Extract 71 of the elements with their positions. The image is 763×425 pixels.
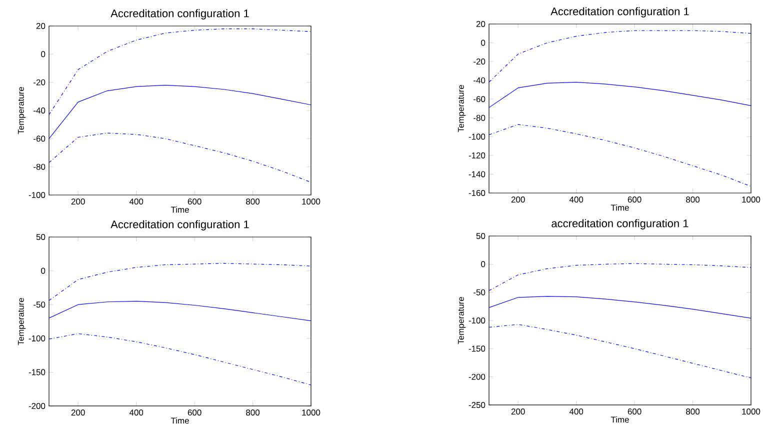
y-tick-label: -140 [468,171,486,178]
y-tick-label: -20 [474,58,486,65]
y-tick-label: 50 [476,232,486,239]
line-series [489,296,751,319]
y-tick-label: -100 [468,134,486,140]
y-tick-label: 20 [36,22,46,29]
y-tick-label: -150 [28,369,46,376]
x-tick-label: 800 [246,198,260,205]
x-tick-label: 400 [569,408,584,415]
x-tick-label: 200 [71,410,85,416]
x-tick-label: 400 [569,196,584,203]
y-axis-title: Temperature [458,297,466,344]
line-series [49,333,312,386]
x-tick-label: 1000 [742,196,760,203]
chart-title: Accreditation configuration 1 [110,220,249,230]
y-tick-label: -150 [468,346,486,352]
y-tick-label: -20 [34,79,46,86]
y-tick-label: -250 [468,402,486,408]
y-tick-label: -160 [468,190,486,196]
line-series [49,84,312,139]
y-tick-label: -40 [34,107,46,114]
y-tick-label: 0 [41,268,46,274]
x-tick-label: 200 [511,196,525,203]
y-tick-label: -100 [28,335,46,342]
y-axis-title: Temperature [458,85,466,132]
line-series [489,82,751,108]
line-series [49,300,312,322]
y-tick-label: -40 [474,77,486,84]
x-axis-title: Time [170,206,189,213]
y-axis-title: Temperature [18,87,26,134]
x-tick-label: 400 [129,198,144,205]
x-axis-title: Time [170,417,189,424]
y-tick-label: 0 [481,40,486,46]
y-tick-label: -200 [468,374,486,380]
y-tick-label: 0 [481,261,486,268]
x-tick-label: 800 [686,196,700,203]
x-tick-label: 800 [686,408,700,415]
x-tick-label: 1000 [742,408,760,415]
x-tick-label: 400 [129,410,144,416]
y-tick-label: -60 [474,96,486,102]
x-tick-label: 200 [71,198,85,205]
x-tick-label: 600 [628,408,642,415]
chart-title: accreditation configuration 1 [552,219,688,230]
y-tick-label: -80 [474,114,486,121]
x-tick-label: 1000 [302,410,320,416]
x-tick-label: 800 [246,410,260,416]
x-tick-label: 600 [188,198,202,205]
y-tick-label: 50 [36,234,46,240]
x-tick-label: 1000 [302,198,320,205]
chart-title: Accreditation configuration 1 [550,7,689,18]
y-tick-label: -100 [468,317,486,324]
y-tick-label: -80 [34,164,46,170]
y-tick-label: -120 [468,152,486,158]
line-series [49,132,312,183]
chart-title: Accreditation configuration 1 [110,9,249,20]
x-axis-title: Time [610,204,629,211]
y-tick-label: -50 [34,302,46,308]
x-tick-label: 600 [188,410,202,416]
line-series [489,324,751,378]
y-tick-label: -200 [28,402,46,409]
y-tick-label: 0 [41,51,46,58]
y-tick-label: -100 [28,192,46,198]
y-tick-label: -60 [34,136,46,142]
x-tick-label: 200 [511,408,525,415]
line-series [489,263,751,291]
y-tick-label: 20 [476,20,486,27]
y-tick-label: -50 [474,289,486,296]
line-series [49,263,312,301]
x-tick-label: 600 [628,196,642,203]
x-axis-title: Time [610,416,629,423]
y-axis-title: Temperature [18,298,26,346]
